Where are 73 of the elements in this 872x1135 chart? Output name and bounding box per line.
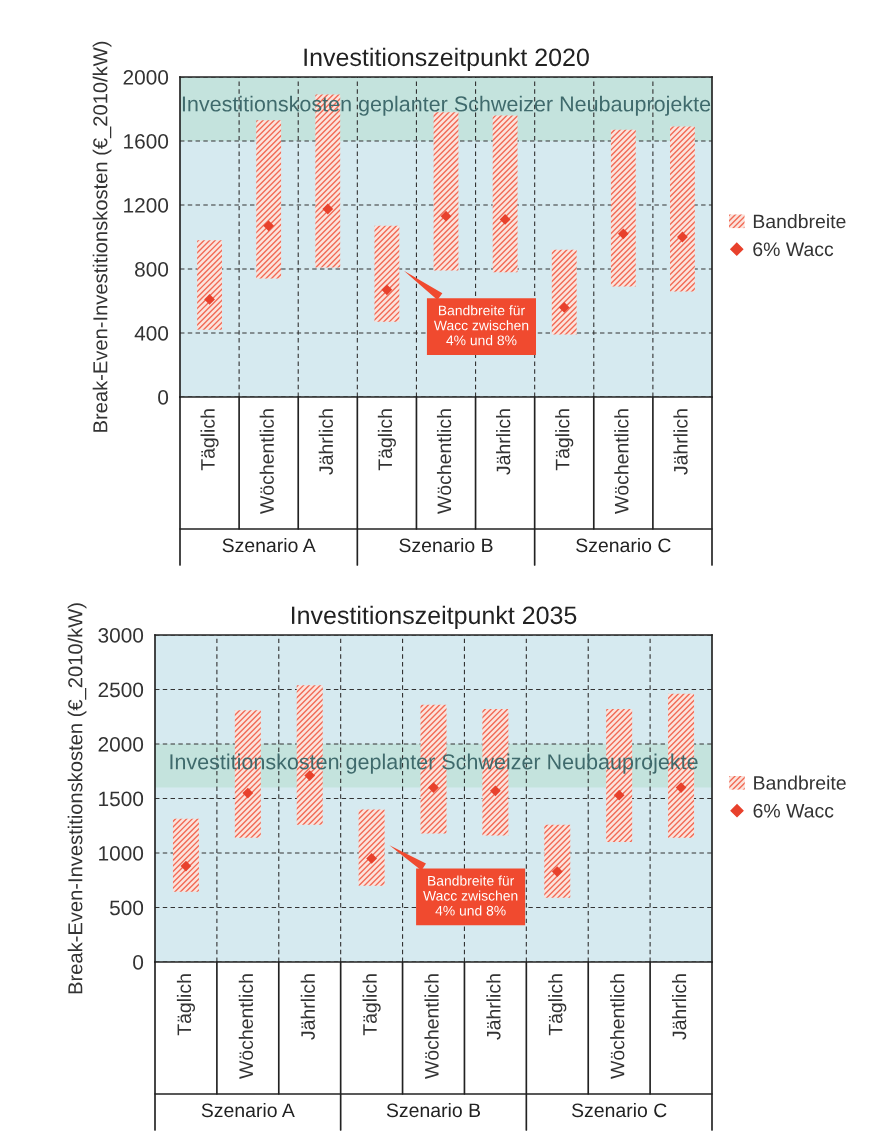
point xyxy=(366,853,377,864)
y-tick-label: 1600 xyxy=(124,134,169,149)
y-tick-label: 1200 xyxy=(124,198,169,213)
y-tick-label: 500 xyxy=(109,900,144,916)
x-tick-label: Wöchentlich xyxy=(436,409,452,514)
annotation: Bandbreite für Wacc zwischen 4% und 8% xyxy=(423,875,518,916)
x-tick-label: Täglich xyxy=(200,409,219,471)
point xyxy=(499,214,511,225)
x-tick-label: Jährlich xyxy=(671,974,687,1040)
point xyxy=(180,860,192,872)
point xyxy=(551,866,563,877)
x-tick-label: Wöchentlich xyxy=(610,974,625,1079)
y-tick-label: 1000 xyxy=(99,846,144,861)
legend-label: Bandbreite xyxy=(754,775,846,790)
bar xyxy=(551,249,577,335)
x-tick-label: Jährlich xyxy=(486,974,501,1040)
point xyxy=(263,220,275,232)
y-tick-label: 2000 xyxy=(98,737,144,752)
legend-label: 6% Wacc xyxy=(753,803,834,818)
point xyxy=(613,789,625,801)
x-tick-label: Täglich xyxy=(377,409,396,471)
text: Szenario A xyxy=(201,1102,295,1118)
text: Szenario B xyxy=(399,537,493,553)
text: Szenario A xyxy=(222,537,316,553)
bar xyxy=(670,126,695,292)
x-tick-label: Wöchentlich xyxy=(614,409,629,514)
y-tick-label: 0 xyxy=(133,955,144,970)
x-tick-label: Täglich xyxy=(176,974,196,1036)
y-axis-title: Break-Even-Investitionskosten (€_2010/kW) xyxy=(67,603,87,994)
x-tick-label: Täglich xyxy=(362,974,381,1036)
bar xyxy=(197,240,222,330)
point xyxy=(675,782,687,793)
point xyxy=(440,210,452,222)
y-tick-label: 400 xyxy=(134,326,169,341)
text: Szenario C xyxy=(571,1102,667,1118)
point xyxy=(558,302,570,313)
y-axis-title: Break-Even-Investitionskosten (€_2010/kW) xyxy=(92,41,112,432)
x-tick-label: Wöchentlich xyxy=(424,974,439,1079)
text: Szenario C xyxy=(576,537,671,553)
x-tick-label: Jährlich xyxy=(318,409,333,475)
point xyxy=(617,228,629,240)
x-tick-label: Jährlich xyxy=(496,409,511,475)
bar xyxy=(374,225,400,322)
bar xyxy=(492,115,518,273)
point xyxy=(428,782,439,793)
point xyxy=(381,284,393,296)
y-tick-label: 800 xyxy=(135,262,169,277)
text: Szenario B xyxy=(386,1102,481,1118)
point xyxy=(490,785,501,797)
legend-label: 6% Wacc xyxy=(753,242,834,257)
point xyxy=(242,787,254,799)
y-tick-label: 2000 xyxy=(123,70,169,85)
x-tick-label: Täglich xyxy=(548,974,567,1036)
bar xyxy=(358,809,385,886)
x-tick-label: Jährlich xyxy=(673,409,688,475)
y-tick-label: 3000 xyxy=(98,628,144,643)
bar xyxy=(544,824,571,898)
annotation: Bandbreite für Wacc zwischen 4% und 8% xyxy=(433,305,529,346)
bar xyxy=(256,120,282,279)
y-tick-label: 0 xyxy=(158,390,169,405)
x-tick-label: Wöchentlich xyxy=(259,409,274,514)
bar xyxy=(610,129,636,287)
bar xyxy=(172,818,199,892)
point xyxy=(322,203,334,215)
chart-title: Investitionszeitpunkt 2020 xyxy=(304,47,589,72)
x-tick-label: Jährlich xyxy=(300,974,315,1040)
legend-label: Bandbreite xyxy=(753,214,846,229)
x-tick-label: Täglich xyxy=(555,409,574,471)
x-tick-label: Wöchentlich xyxy=(238,974,254,1079)
point xyxy=(204,294,215,305)
y-tick-label: 2500 xyxy=(98,682,144,698)
y-tick-label: 1500 xyxy=(99,791,144,807)
chart-title: Investitionszeitpunkt 2035 xyxy=(291,605,577,630)
